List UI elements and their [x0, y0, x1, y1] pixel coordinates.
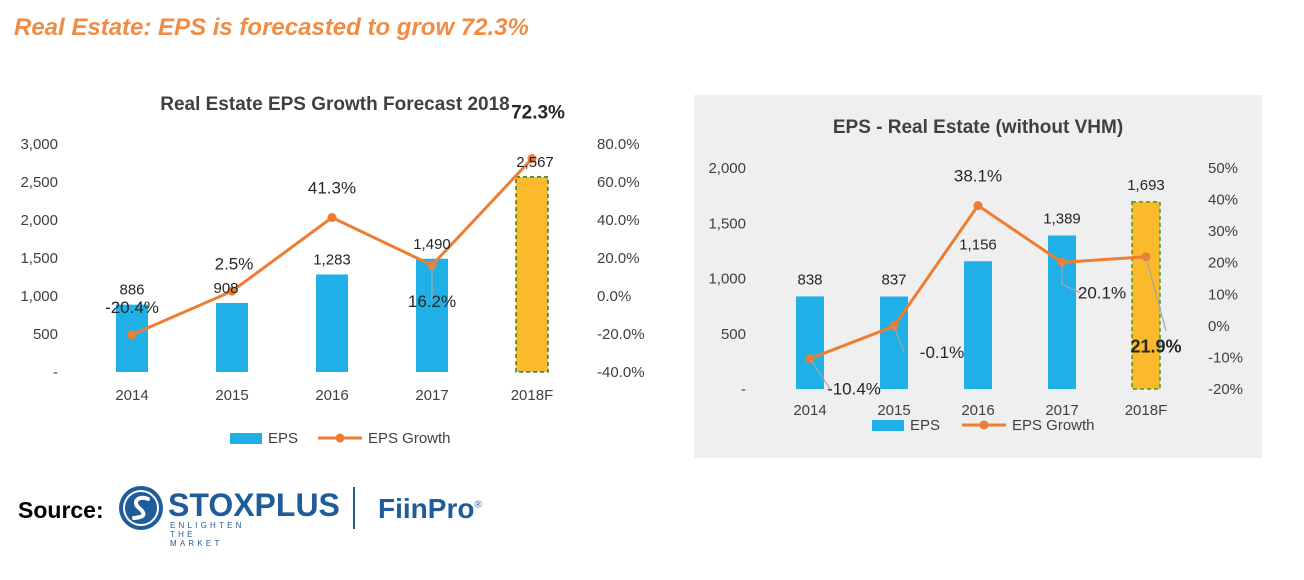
fiinpro-name: FiinPro	[378, 493, 475, 524]
y-left-tick-label: 2,500	[20, 174, 58, 191]
eps-bar	[216, 302, 248, 372]
y-left-tick-label: 1,500	[708, 215, 746, 232]
eps-bar	[796, 296, 824, 389]
y-left-tick-label: 1,000	[708, 271, 746, 288]
x-tick-label: 2015	[877, 402, 910, 419]
eps-data-label: 1,156	[959, 236, 997, 253]
y-right-tick-label: 60.0%	[597, 174, 640, 191]
y-right-tick-label: 20%	[1208, 255, 1238, 272]
x-tick-label: 2017	[1045, 402, 1078, 419]
stoxplus-logo-icon	[119, 486, 163, 530]
y-left-tick-label: 3,000	[20, 136, 58, 153]
growth-data-label: -20.4%	[105, 298, 159, 317]
legend-eps-swatch	[230, 433, 262, 444]
y-right-tick-label: 40.0%	[597, 212, 640, 229]
eps-bar	[1131, 201, 1161, 390]
stoxplus-tagline: ENLIGHTEN THE MARKET	[170, 521, 245, 548]
legend-eps-label: EPS	[910, 417, 940, 434]
eps-data-label: 1,283	[313, 251, 351, 268]
eps-growth-point	[1141, 252, 1151, 262]
legend-growth-swatch-marker	[335, 433, 345, 443]
headline: Real Estate: EPS is forecasted to grow 7…	[14, 14, 529, 41]
eps-bar	[964, 261, 992, 389]
y-right-tick-label: 50%	[1208, 160, 1238, 177]
growth-label-leader-line	[893, 325, 905, 353]
y-right-tick-label: 80.0%	[597, 136, 640, 153]
y-left-tick-label: 2,000	[708, 160, 746, 177]
y-left-tick-label: 1,500	[20, 250, 58, 267]
eps-bar	[515, 176, 549, 373]
eps-data-label: 886	[119, 282, 144, 299]
growth-data-label: 20.1%	[1078, 283, 1126, 302]
x-tick-label: 2016	[315, 387, 348, 404]
y-right-tick-label: -20.0%	[597, 326, 645, 343]
eps-data-label: 1,389	[1043, 211, 1081, 228]
x-tick-label: 2017	[415, 387, 448, 404]
x-tick-label: 2018F	[1125, 402, 1168, 419]
brand-divider	[353, 487, 355, 529]
eps-growth-point	[127, 330, 137, 340]
eps-data-label: 838	[797, 271, 822, 288]
y-left-tick-label: 500	[721, 326, 746, 343]
y-left-tick-label: 2,000	[20, 212, 58, 229]
y-left-tick-label: 1,000	[20, 288, 58, 305]
eps-bar	[316, 274, 348, 372]
eps-data-label: 1,490	[413, 236, 451, 253]
y-right-tick-label: 0%	[1208, 318, 1230, 335]
eps-data-label: 837	[881, 272, 906, 289]
y-left-tick-label: -	[741, 381, 746, 398]
growth-label-leader-line	[1145, 256, 1167, 331]
eps-growth-point	[1057, 257, 1067, 267]
growth-data-label: 41.3%	[308, 179, 356, 198]
y-right-tick-label: -20%	[1208, 381, 1243, 398]
y-right-tick-label: 0.0%	[597, 288, 631, 305]
y-right-tick-label: 30%	[1208, 223, 1238, 240]
x-tick-label: 2014	[793, 402, 826, 419]
legend-growth-swatch-marker	[979, 420, 989, 430]
chart-title: EPS - Real Estate (without VHM)	[833, 117, 1123, 138]
y-right-tick-label: 40%	[1208, 192, 1238, 209]
fiinpro-registered-mark: ®	[474, 499, 482, 511]
growth-data-label: 38.1%	[954, 167, 1002, 186]
growth-label-leader-line	[1061, 262, 1081, 293]
eps-without-vhm-chart: EPS - Real Estate (without VHM) - 500 1,000…	[694, 95, 1262, 458]
legend-growth-label: EPS Growth	[1012, 417, 1095, 434]
legend-eps-swatch	[872, 420, 904, 431]
growth-label-leader-line	[809, 358, 831, 390]
chart-title: Real Estate EPS Growth Forecast 2018	[160, 94, 510, 115]
growth-data-label: 21.9%	[1130, 337, 1181, 357]
x-tick-label: 2014	[115, 387, 148, 404]
growth-data-label: 2.5%	[215, 254, 254, 273]
y-right-tick-label: -40.0%	[597, 364, 645, 381]
eps-growth-point	[973, 201, 983, 211]
eps-growth-point	[327, 213, 337, 223]
y-right-tick-label: 20.0%	[597, 250, 640, 267]
growth-data-label: -10.4%	[827, 380, 881, 399]
y-right-tick-label: 10%	[1208, 286, 1238, 303]
growth-data-label: 16.2%	[408, 292, 456, 311]
x-tick-label: 2018F	[511, 387, 554, 404]
fiinpro-wordmark: FiinPro®	[378, 493, 482, 525]
growth-data-label: -0.1%	[920, 343, 964, 362]
eps-data-label: 2,567	[516, 154, 554, 171]
y-left-tick-label: -	[53, 364, 58, 381]
eps-growth-point	[227, 286, 237, 296]
stoxplus-wordmark: STOXPLUS	[168, 487, 340, 523]
y-right-tick-label: -10%	[1208, 349, 1243, 366]
legend-growth-label: EPS Growth	[368, 430, 451, 447]
eps-growth-point	[527, 154, 537, 164]
legend-eps-label: EPS	[268, 430, 298, 447]
x-tick-label: 2015	[215, 387, 248, 404]
eps-data-label: 1,693	[1127, 177, 1165, 194]
x-tick-label: 2016	[961, 402, 994, 419]
y-left-tick-label: 500	[33, 326, 58, 343]
growth-data-label: 72.3%	[511, 103, 565, 124]
source-label: Source:	[18, 497, 104, 523]
eps-data-label: 908	[213, 280, 238, 297]
eps-growth-forecast-chart: Real Estate EPS Growth Forecast 2018 - 500…	[20, 94, 645, 447]
